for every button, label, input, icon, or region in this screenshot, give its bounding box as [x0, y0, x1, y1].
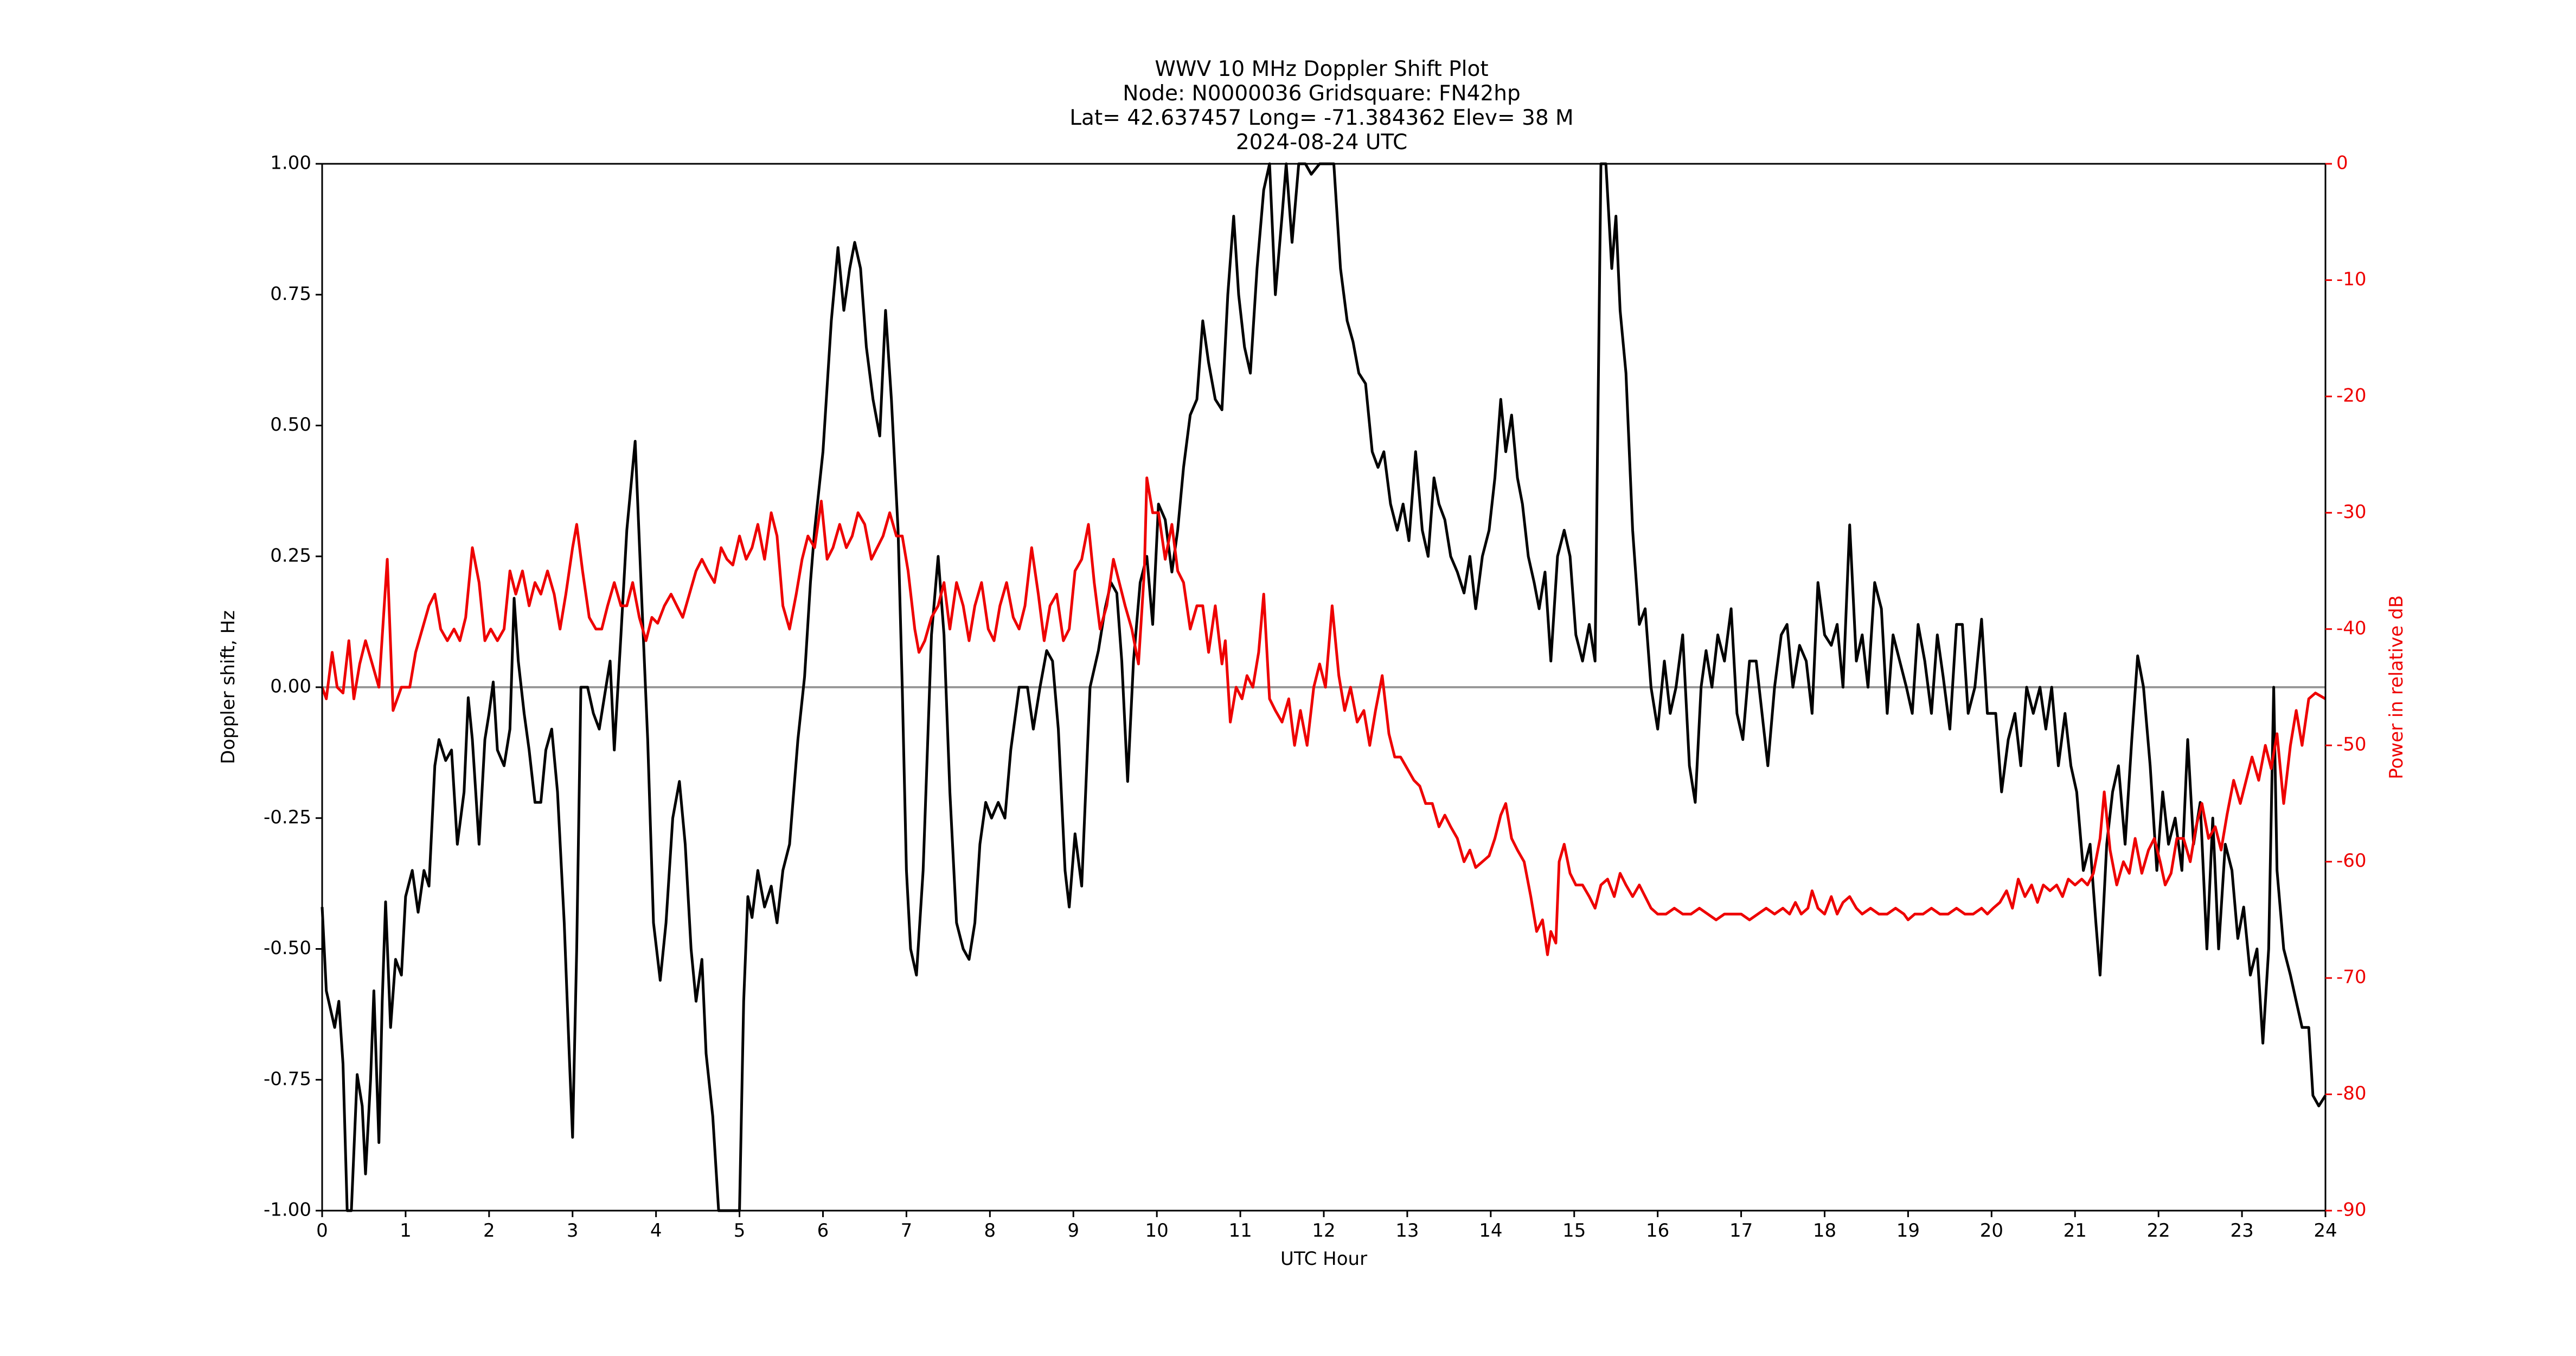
left-tick-label: -0.75	[264, 1068, 311, 1090]
right-tick-label: -60	[2336, 850, 2367, 872]
x-tick-label: 15	[1562, 1220, 1586, 1242]
chart-title-line-1: WWV 10 MHz Doppler Shift Plot	[1155, 57, 1488, 81]
right-axis-ticks: -90 -80 -70 -60 -50 -40 -30 -20 -10 0	[2325, 152, 2367, 1221]
x-tick-label: 14	[1479, 1220, 1502, 1242]
right-tick-label: -20	[2336, 385, 2367, 406]
left-tick-label: 1.00	[270, 152, 311, 174]
x-tick-label: 7	[901, 1220, 913, 1242]
x-tick-label: 6	[817, 1220, 829, 1242]
x-tick-label: 16	[1646, 1220, 1669, 1242]
right-tick-label: -30	[2336, 501, 2367, 523]
x-tick-label: 20	[1980, 1220, 2003, 1242]
left-tick-label: -1.00	[264, 1199, 311, 1221]
right-tick-label: -80	[2336, 1083, 2367, 1104]
x-tick-label: 4	[650, 1220, 662, 1242]
power-series-line	[321, 476, 2327, 956]
chart-title-line-4: 2024-08-24 UTC	[1236, 130, 1407, 155]
chart-title-line-3: Lat= 42.637457 Long= -71.384362 Elev= 38…	[1069, 106, 1573, 130]
x-tick-label: 22	[2147, 1220, 2170, 1242]
x-tick-label: 21	[2064, 1220, 2087, 1242]
x-tick-label: 11	[1228, 1220, 1252, 1242]
chart-title: WWV 10 MHz Doppler Shift Plot Node: N000…	[1069, 57, 1573, 155]
right-tick-label: 0	[2336, 152, 2348, 174]
x-tick-label: 1	[400, 1220, 412, 1242]
x-tick-label: 12	[1312, 1220, 1335, 1242]
x-tick-label: 0	[316, 1220, 328, 1242]
x-tick-label: 19	[1896, 1220, 1920, 1242]
x-axis-label: UTC Hour	[1280, 1248, 1367, 1270]
x-tick-label: 17	[1729, 1220, 1753, 1242]
right-tick-label: -70	[2336, 967, 2367, 988]
x-tick-label: 3	[567, 1220, 579, 1242]
x-tick-label: 9	[1067, 1220, 1079, 1242]
x-tick-label: 5	[734, 1220, 746, 1242]
x-axis-ticks: 0 1 2 3 4 5 6 7 8 9 10 11 12 13 14 15 16 17 18 19 20 21 22 23 24	[316, 1211, 2337, 1242]
left-tick-label: -0.25	[264, 807, 311, 828]
x-tick-label: 10	[1145, 1220, 1169, 1242]
x-tick-label: 8	[984, 1220, 996, 1242]
x-tick-label: 13	[1395, 1220, 1419, 1242]
right-axis-label: Power in relative dB	[2386, 595, 2407, 779]
right-tick-label: -90	[2336, 1199, 2367, 1221]
left-axis-ticks: -1.00 -0.75 -0.50 -0.25 0.00 0.25 0.50 0.75 1.00	[264, 152, 322, 1221]
right-tick-label: -50	[2336, 734, 2367, 756]
x-tick-label: 18	[1813, 1220, 1836, 1242]
x-tick-label: 23	[2230, 1220, 2253, 1242]
x-tick-label: 24	[2314, 1220, 2337, 1242]
right-tick-label: -40	[2336, 617, 2367, 639]
x-tick-label: 2	[483, 1220, 495, 1242]
left-tick-label: 0.75	[270, 283, 311, 305]
right-tick-label: -10	[2336, 268, 2367, 290]
left-tick-label: -0.50	[264, 937, 311, 959]
chart-title-line-2: Node: N0000036 Gridsquare: FN42hp	[1123, 81, 1521, 106]
left-tick-label: 0.00	[270, 676, 311, 698]
left-tick-label: 0.25	[270, 545, 311, 566]
left-tick-label: 0.50	[270, 414, 311, 436]
left-axis-label: Doppler shift, Hz	[217, 610, 239, 764]
